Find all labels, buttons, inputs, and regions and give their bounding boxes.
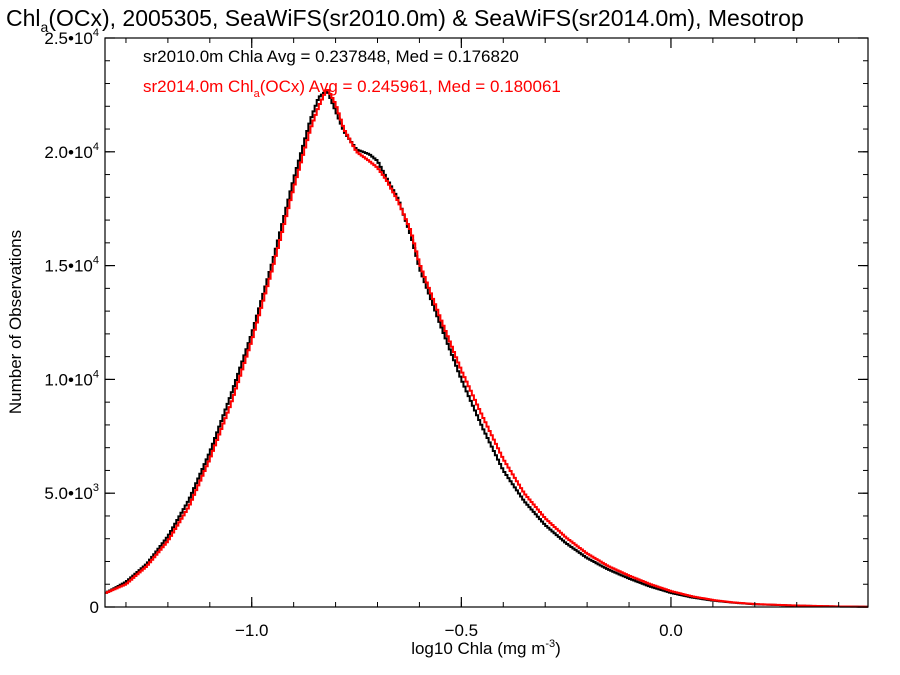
stats-line-2: sr2014.0m Chla(OCx) Avg = 0.245961, Med … — [143, 77, 561, 100]
x-axis-label-suffix: ) — [555, 639, 561, 658]
y-tick-label: 1.5•104 — [44, 255, 99, 276]
stats-line-2-rest: (OCx) Avg = 0.245961, Med = 0.180061 — [260, 77, 561, 96]
series-line-2 — [105, 89, 868, 608]
x-axis-label-superscript: -3 — [545, 638, 555, 650]
stats-line-1: sr2010.0m Chla Avg = 0.237848, Med = 0.1… — [143, 47, 519, 66]
stats-line-2-subscript: a — [254, 88, 261, 100]
y-tick-label: 0 — [90, 598, 99, 617]
x-axis-label-prefix: log10 Chla (mg m — [411, 639, 545, 658]
chart-title: Chla(OCx), 2005305, SeaWiFS(sr2010.0m) &… — [6, 5, 804, 35]
x-axis-label: log10 Chla (mg m-3) — [411, 638, 561, 658]
chart-title-rest: (OCx), 2005305, SeaWiFS(sr2010.0m) & Sea… — [48, 5, 803, 31]
stats-line-2-prefix: sr2014.0m Chl — [143, 77, 254, 96]
series-layer — [105, 89, 868, 608]
y-tick-label: 1.0•104 — [44, 368, 99, 389]
y-tick-label: 2.0•104 — [44, 141, 99, 162]
series-line-1 — [105, 90, 868, 608]
x-tick-label: −0.5 — [445, 621, 479, 640]
chart-title-prefix: Chl — [6, 5, 41, 31]
y-axis: 0 5.0•103 1.0•104 1.5•104 2.0•104 2.5•104 — [44, 27, 868, 617]
y-tick-label: 5.0•103 — [44, 482, 99, 503]
plot-frame — [104, 37, 869, 608]
x-axis: −1.0 −0.5 0.0 — [125, 38, 840, 640]
y-tick-label: 2.5•104 — [44, 27, 99, 48]
chart-title-subscript: a — [41, 19, 49, 35]
x-tick-label: −1.0 — [235, 621, 269, 640]
y-axis-label: Number of Observations — [6, 230, 25, 414]
x-tick-label: 0.0 — [659, 621, 683, 640]
